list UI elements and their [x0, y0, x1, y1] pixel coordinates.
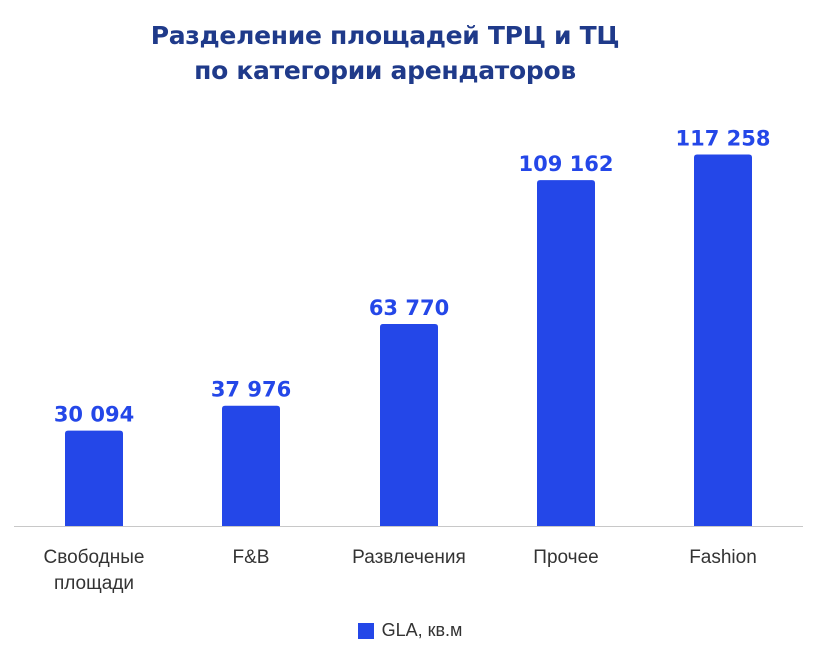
- legend-swatch: [357, 622, 374, 639]
- x-tick-label: F&B: [233, 547, 270, 568]
- bar-value-label: 30 094: [54, 403, 134, 427]
- bar-value-label: 109 162: [519, 152, 614, 176]
- bar: [537, 180, 595, 526]
- x-tick-label: Fashion: [689, 547, 757, 568]
- bar-value-label: 63 770: [369, 296, 449, 320]
- x-tick-label: Развлечения: [352, 547, 466, 568]
- bar-value-label: 37 976: [211, 378, 291, 402]
- bar: [65, 430, 123, 526]
- x-tick-label: Прочее: [533, 547, 598, 568]
- legend-label: GLA, кв.м: [381, 620, 463, 640]
- chart-title: Разделение площадей ТРЦ и ТЦ по категори…: [0, 18, 770, 88]
- x-tick-label: Свободные: [43, 547, 144, 568]
- chart-title-line-2: по категории арендаторов: [194, 56, 576, 85]
- legend: GLA, кв.м: [0, 620, 820, 641]
- chart-title-line-1: Разделение площадей ТРЦ и ТЦ: [150, 21, 620, 50]
- bar: [380, 323, 438, 526]
- bar-value-label: 117 258: [676, 127, 771, 151]
- x-tick-label: площади: [54, 573, 134, 594]
- bar: [694, 154, 752, 526]
- bar: [222, 405, 280, 526]
